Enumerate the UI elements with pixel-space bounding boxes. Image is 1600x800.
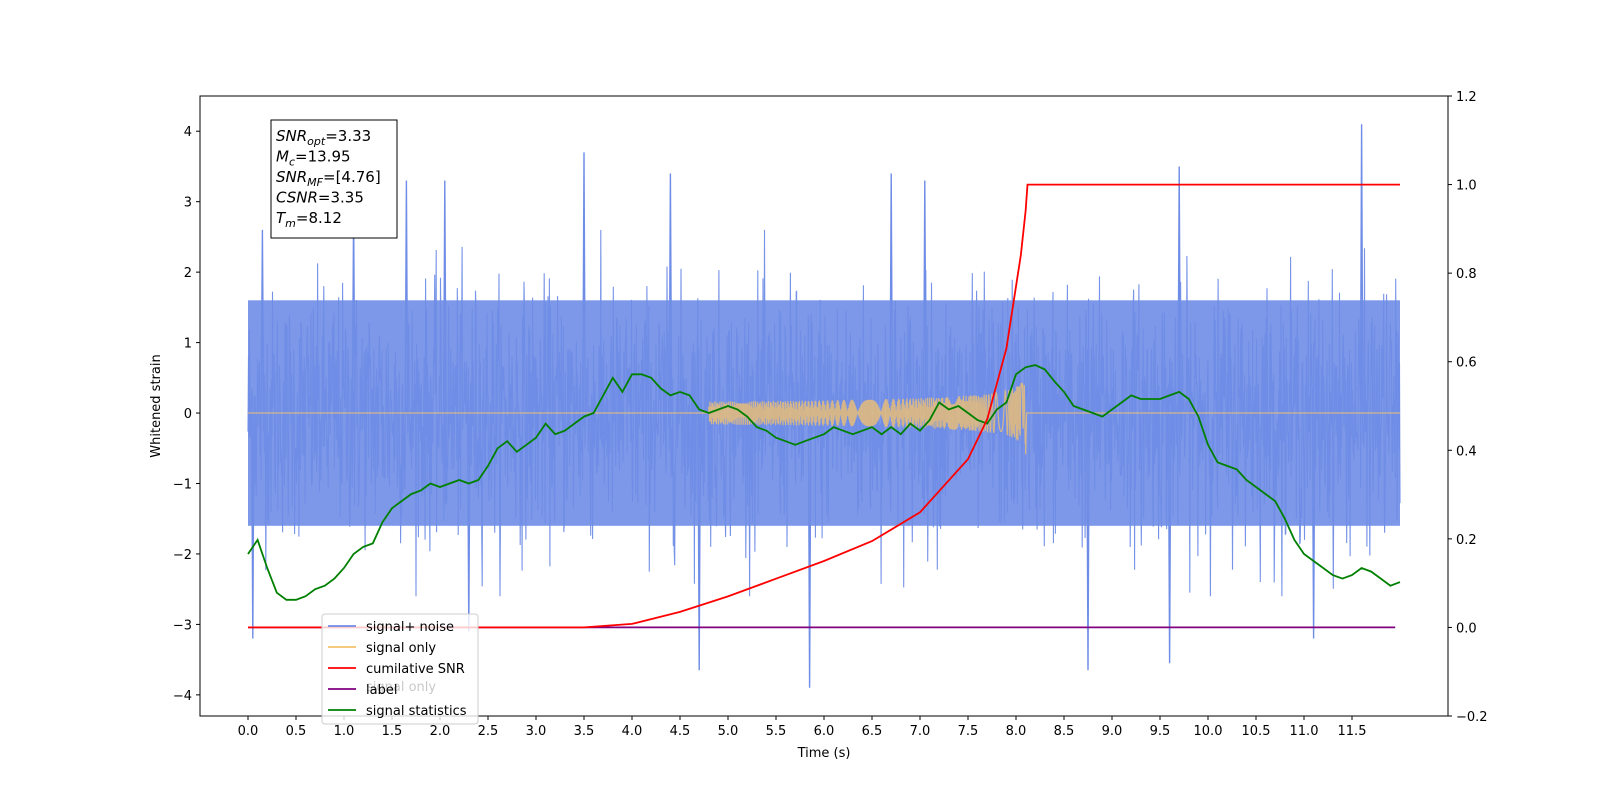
- legend-frame: [321, 613, 479, 725]
- y2-tick-label: 0.0: [1456, 621, 1477, 636]
- x-tick-label: 1.5: [382, 724, 403, 739]
- signal-statistics-line: [247, 364, 1401, 601]
- signal-plus-noise-spike: [668, 173, 673, 414]
- signal-plus-noise-spike: [1359, 124, 1364, 414]
- y2-tick-label: 1.0: [1456, 179, 1477, 194]
- x-tick-label: 0.0: [238, 724, 259, 739]
- y-tick-label: 0: [184, 407, 192, 422]
- x-tick-label: 0.5: [286, 724, 307, 739]
- y-tick-label: −1: [173, 478, 192, 493]
- signal-only-line: [248, 382, 1400, 455]
- annotation-line: Tm=8.12: [276, 209, 342, 230]
- y-axis-label: Whitened strain: [149, 354, 164, 457]
- y2-axis-ticks: −0.2 0.0 0.2 0.4 0.6 0.8 1.0 1.2: [1448, 90, 1488, 725]
- legend: signal only signal+ noise signal only cumil…: [321, 613, 479, 725]
- x-tick-label: 2.5: [478, 724, 499, 739]
- x-tick-label: 5.0: [718, 724, 739, 739]
- legend-label: label: [366, 683, 397, 698]
- x-tick-label: 1.0: [334, 724, 355, 739]
- signal-plus-noise-spike: [1311, 412, 1316, 639]
- signal-plus-noise-spike: [404, 180, 409, 414]
- x-tick-label: 7.5: [958, 724, 979, 739]
- y-tick-label: 4: [184, 125, 192, 140]
- x-tick-label: 3.0: [526, 724, 547, 739]
- x-tick-label: 10.5: [1242, 724, 1271, 739]
- y2-tick-label: 0.2: [1456, 533, 1477, 548]
- signal-plus-noise-spike: [1167, 412, 1172, 664]
- y-tick-label: 2: [184, 266, 192, 281]
- signal-plus-noise-spike: [1177, 166, 1182, 414]
- x-tick-label: 3.5: [574, 724, 595, 739]
- legend-label: signal+ noise: [366, 620, 454, 635]
- annotation-box: SNRopt=3.33Mc=13.95SNRMF=[4.76]CSNR=3.35…: [270, 119, 398, 239]
- x-tick-label: 11.0: [1290, 724, 1319, 739]
- x-tick-label: 11.5: [1338, 724, 1367, 739]
- y-tick-label: −2: [173, 548, 192, 563]
- y2-tick-label: 0.4: [1456, 444, 1477, 459]
- signal-plus-noise-spike: [889, 173, 894, 414]
- annotation-line: SNRMF=[4.76]: [276, 168, 381, 189]
- x-tick-label: 6.5: [862, 724, 883, 739]
- signal-plus-noise-spike: [922, 180, 927, 414]
- x-axis-label: Time (s): [797, 746, 851, 761]
- y2-tick-label: −0.2: [1456, 710, 1488, 725]
- y-tick-label: 1: [184, 337, 192, 352]
- cumulative-snr-line: [248, 183, 1400, 629]
- y-tick-label: 3: [184, 196, 192, 211]
- signal-plus-noise-spike: [807, 412, 812, 688]
- y-tick-label: −3: [173, 618, 192, 633]
- signal-plus-noise-spike: [1086, 412, 1090, 671]
- x-tick-label: 9.0: [1102, 724, 1123, 739]
- x-tick-label: 4.0: [622, 724, 643, 739]
- y2-tick-label: 0.6: [1456, 356, 1477, 371]
- signal-plus-noise-spike: [582, 152, 586, 414]
- x-tick-label: 4.5: [670, 724, 691, 739]
- signal-plus-noise-spike: [697, 412, 702, 671]
- legend-label: signal only: [366, 641, 436, 656]
- annotation-line: SNRopt=3.33: [276, 127, 371, 148]
- x-tick-label: 6.0: [814, 724, 835, 739]
- x-axis-ticks: 0.0 0.5 1.0 1.5 2.0 2.5 3.0 3.5 4.0 4.5 5.0 5.5 6.0 6…: [238, 716, 1367, 739]
- y2-tick-label: 0.8: [1456, 267, 1477, 282]
- legend-label: cumilative SNR: [366, 662, 465, 677]
- signal-plus-noise-spike: [260, 229, 265, 414]
- y-tick-label: −4: [173, 689, 192, 704]
- legend-ghost-text: signal only: [366, 680, 436, 695]
- x-tick-label: 9.5: [1150, 724, 1171, 739]
- y2-tick-label: 1.2: [1456, 90, 1477, 105]
- x-tick-label: 2.0: [430, 724, 451, 739]
- x-tick-label: 10.0: [1194, 724, 1223, 739]
- legend-label: signal statistics: [366, 704, 467, 719]
- x-tick-label: 8.0: [1006, 724, 1027, 739]
- x-tick-label: 8.5: [1054, 724, 1075, 739]
- x-tick-label: 7.0: [910, 724, 931, 739]
- y-axis-ticks: −4 −3 −2 −1 0 1 2 3 4: [173, 125, 200, 704]
- annotation-line: CSNR=3.35: [276, 189, 364, 207]
- signal-plus-noise-spike: [442, 180, 447, 414]
- signal-plus-noise-spike: [250, 412, 255, 639]
- annotation-box-frame: [270, 119, 398, 239]
- annotation-line: Mc=13.95: [276, 148, 351, 169]
- x-tick-label: 5.5: [766, 724, 787, 739]
